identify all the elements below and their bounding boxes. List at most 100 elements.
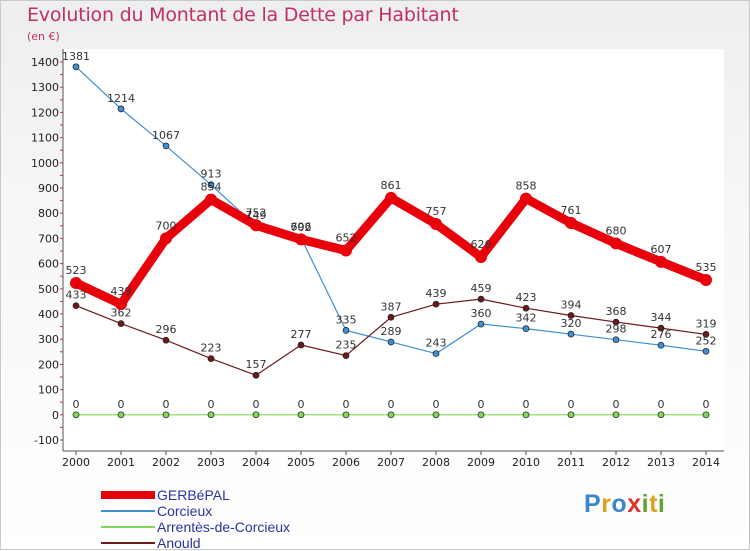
y-tick-label: 100 (38, 384, 59, 397)
series-point-2 (207, 411, 215, 419)
y-tick-label: -100 (34, 434, 59, 447)
logo-letter: P (584, 490, 602, 518)
legend-label: Arrentès-de-Corcieux (157, 519, 291, 535)
series-point-0 (610, 237, 622, 250)
x-tick-label: 2001 (107, 456, 135, 469)
x-tick-label: 2014 (692, 456, 720, 469)
data-label-0: 700 (156, 219, 177, 232)
series-point-2 (72, 411, 80, 419)
proxiti-logo: Proxiti (584, 490, 665, 519)
series-point-2 (567, 411, 575, 419)
data-label-1: 360 (471, 307, 492, 320)
chart-legend: GERBéPAL Corcieux Arrentès-de-Corcieux Anou… (101, 487, 290, 551)
y-tick-label: 1100 (31, 132, 59, 145)
data-label-2: 0 (253, 398, 260, 411)
chart-title: Evolution du Montant de la Dette par Hab… (27, 4, 459, 26)
data-label-2: 0 (523, 398, 530, 411)
data-label-0: 626 (471, 238, 492, 251)
data-label-3: 459 (471, 282, 492, 295)
y-tick-label: 900 (38, 182, 59, 195)
series-point-0 (340, 244, 352, 257)
data-label-3: 433 (66, 289, 87, 302)
data-label-3: 368 (606, 305, 627, 318)
x-tick-label: 2013 (647, 456, 675, 469)
data-label-3: 439 (426, 287, 447, 300)
logo-letter: i (641, 490, 650, 518)
legend-swatch (101, 510, 155, 512)
data-label-3: 223 (201, 342, 222, 355)
data-label-1: 252 (696, 334, 717, 347)
data-label-1: 335 (336, 313, 357, 326)
x-tick-label: 2012 (602, 456, 630, 469)
data-label-3: 394 (561, 299, 582, 312)
data-label-0: 523 (66, 264, 87, 277)
series-point-3 (612, 318, 620, 326)
series-point-0 (70, 277, 82, 290)
legend-label: Corcieux (157, 503, 213, 519)
data-label-0: 861 (381, 179, 402, 192)
legend-label: GERBéPAL (157, 487, 230, 503)
series-point-1 (567, 330, 575, 338)
y-tick-label: 1400 (31, 56, 59, 69)
series-point-0 (655, 255, 667, 268)
y-tick-label: 300 (38, 333, 59, 346)
data-label-0: 858 (516, 180, 537, 193)
series-point-3 (522, 304, 530, 312)
x-tick-label: 2002 (152, 456, 180, 469)
legend-item: Anould (101, 535, 290, 551)
series-point-1 (117, 105, 125, 113)
series-point-1 (522, 325, 530, 332)
logo-letter: o (611, 490, 628, 518)
series-point-1 (162, 142, 170, 150)
series-point-0 (115, 298, 127, 311)
y-tick-label: 0 (52, 409, 59, 422)
data-label-1: 1381 (62, 50, 90, 63)
x-tick-label: 2003 (197, 456, 225, 469)
series-point-1 (477, 320, 485, 328)
x-tick-label: 2004 (242, 456, 270, 469)
data-label-3: 235 (336, 339, 357, 352)
data-label-2: 0 (208, 398, 215, 411)
data-label-0: 680 (606, 224, 627, 237)
data-label-0: 752 (246, 206, 267, 219)
series-point-2 (432, 411, 440, 419)
series-point-3 (702, 331, 710, 338)
data-label-2: 0 (388, 398, 395, 411)
data-label-2: 0 (73, 398, 80, 411)
data-label-1: 243 (426, 337, 447, 350)
data-label-2: 0 (433, 398, 440, 411)
data-label-1: 298 (606, 323, 627, 336)
data-label-0: 439 (111, 285, 132, 298)
series-point-0 (430, 218, 442, 231)
data-label-2: 0 (703, 398, 710, 411)
series-point-3 (432, 300, 440, 308)
series-point-0 (700, 273, 712, 286)
x-tick-label: 2010 (512, 456, 540, 469)
series-point-3 (207, 355, 215, 362)
y-tick-label: 1200 (31, 106, 59, 119)
legend-item: GERBéPAL (101, 487, 290, 503)
data-label-3: 423 (516, 291, 537, 304)
data-label-1: 276 (651, 328, 672, 341)
data-label-1: 1067 (152, 129, 180, 142)
series-point-0 (520, 192, 532, 205)
data-label-0: 652 (336, 231, 357, 244)
plot-area (63, 49, 724, 451)
series-point-1 (432, 350, 440, 357)
data-label-2: 0 (658, 398, 665, 411)
data-label-2: 0 (613, 398, 620, 411)
data-label-3: 296 (156, 323, 177, 336)
logo-letter: r (601, 490, 612, 518)
series-point-3 (117, 320, 125, 327)
x-tick-label: 2006 (332, 456, 360, 469)
data-label-1: 749 (246, 209, 267, 222)
data-label-3: 362 (111, 307, 132, 320)
data-label-2: 0 (478, 398, 485, 411)
series-point-3 (477, 295, 485, 303)
data-label-0: 854 (201, 181, 222, 194)
x-tick-label: 2000 (62, 456, 90, 469)
x-tick-label: 2011 (557, 456, 585, 469)
y-tick-label: 500 (38, 283, 59, 296)
series-point-3 (162, 336, 170, 344)
